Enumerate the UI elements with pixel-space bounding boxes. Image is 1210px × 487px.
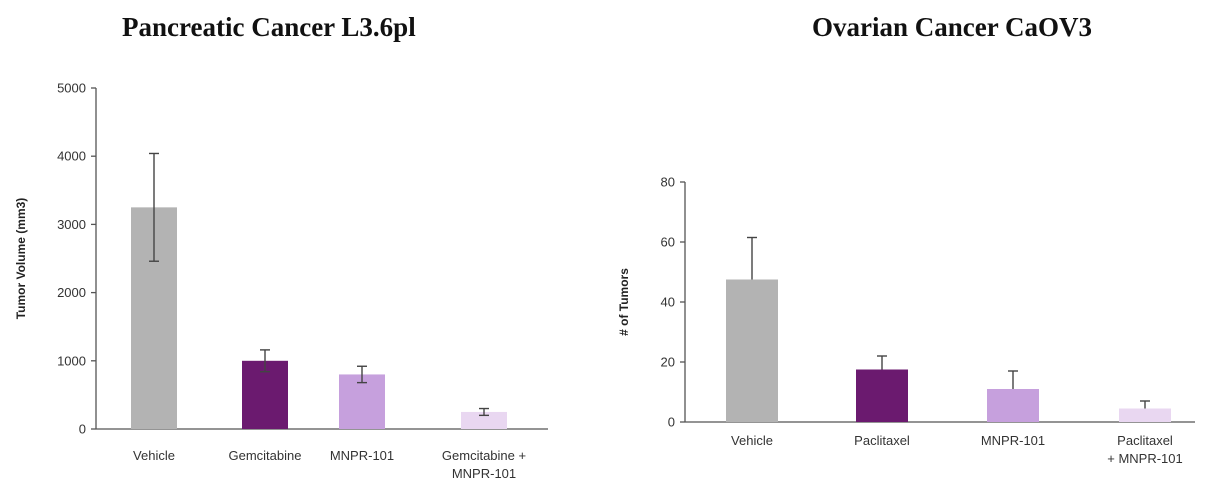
y-tick-label-pancreatic-3: 3000 bbox=[57, 217, 86, 232]
y-tick-label-pancreatic-4: 4000 bbox=[57, 149, 86, 164]
y-tick-label-ovarian-4: 80 bbox=[661, 175, 675, 190]
x-tick-label-ovarian-3-line0: Paclitaxel bbox=[1117, 433, 1173, 448]
chart-title-ovarian: Ovarian Cancer CaOV3 bbox=[812, 12, 1092, 42]
y-tick-label-pancreatic-1: 1000 bbox=[57, 353, 86, 368]
bar-ovarian-1 bbox=[856, 369, 908, 422]
x-tick-label-ovarian-2: MNPR-101 bbox=[981, 433, 1045, 448]
y-tick-label-pancreatic-0: 0 bbox=[79, 422, 86, 437]
y-tick-label-pancreatic-2: 2000 bbox=[57, 285, 86, 300]
x-tick-label-ovarian-1: Paclitaxel bbox=[854, 433, 910, 448]
x-tick-label-pancreatic-1: Gemcitabine bbox=[229, 448, 302, 463]
y-axis-label-pancreatic: Tumor Volume (mm3) bbox=[14, 198, 28, 320]
bar-pancreatic-3 bbox=[461, 411, 507, 429]
x-tick-label-pancreatic-3-line0: Gemcitabine + bbox=[442, 448, 526, 463]
bar-pancreatic-2 bbox=[339, 374, 385, 429]
y-tick-label-ovarian-2: 40 bbox=[661, 295, 675, 310]
x-tick-label-ovarian-3-line1: + MNPR-101 bbox=[1107, 451, 1183, 466]
bar-ovarian-0 bbox=[726, 279, 778, 422]
y-tick-label-pancreatic-5: 5000 bbox=[57, 81, 86, 96]
x-tick-label-pancreatic-2: MNPR-101 bbox=[330, 448, 394, 463]
y-tick-label-ovarian-0: 0 bbox=[668, 415, 675, 430]
chart-title-pancreatic: Pancreatic Cancer L3.6pl bbox=[122, 12, 416, 42]
bar-ovarian-2 bbox=[987, 389, 1039, 422]
bar-ovarian-3 bbox=[1119, 408, 1171, 422]
y-tick-label-ovarian-3: 60 bbox=[661, 235, 675, 250]
y-tick-label-ovarian-1: 20 bbox=[661, 355, 675, 370]
x-tick-label-pancreatic-3-line1: MNPR-101 bbox=[452, 466, 516, 481]
y-axis-label-ovarian: # of Tumors bbox=[617, 268, 631, 336]
x-tick-label-pancreatic-0: Vehicle bbox=[133, 448, 175, 463]
x-tick-label-ovarian-0: Vehicle bbox=[731, 433, 773, 448]
